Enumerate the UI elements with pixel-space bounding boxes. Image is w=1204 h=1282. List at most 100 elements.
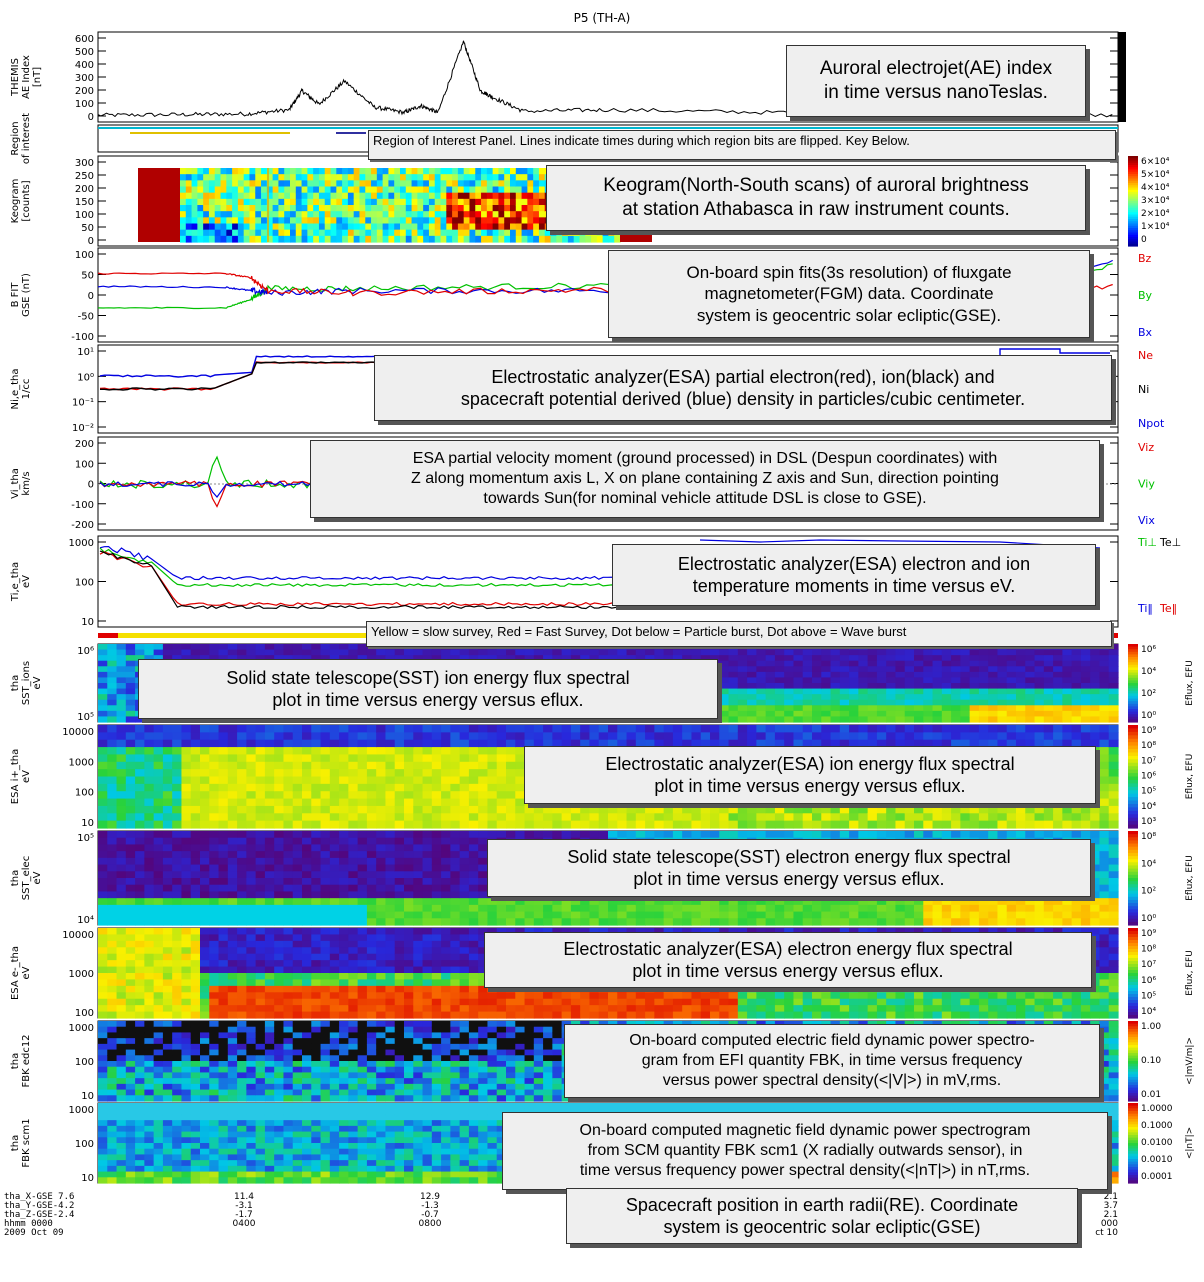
spectrogram-cell-sst_elec (487, 918, 497, 925)
spectrogram-cell-sst_ion (784, 661, 794, 667)
keogram-cell (522, 168, 528, 175)
spectrogram-cell-sst_ion (868, 683, 878, 689)
plot-title: P5 (TH-A) (574, 11, 631, 25)
spectrogram-cell-sst_ion (664, 650, 674, 656)
keogram-cell (539, 199, 545, 206)
spectrogram-cell-esa_ion (506, 740, 516, 748)
spectrogram-cell-sst_ion (803, 655, 813, 661)
keogram-cell (354, 205, 360, 212)
keogram-cell (493, 199, 499, 206)
keogram-cell (435, 211, 441, 218)
spectrogram-cell-esa_ion (589, 806, 599, 814)
spectrogram-cell-esa_ion (321, 754, 331, 762)
spectrogram-cell-esa_ion (497, 762, 507, 770)
spectrogram-cell-esa_ion (534, 725, 544, 733)
keogram-cell (209, 211, 215, 218)
spectrogram-cell-sst_ion (719, 672, 729, 678)
keogram-cell (215, 180, 221, 187)
keogram-cell (313, 180, 319, 187)
keogram-cell (232, 217, 238, 224)
spectrogram-cell-esa_ion (701, 821, 711, 829)
spectrogram-cell-sst_ion (997, 716, 1007, 722)
keogram-cell (412, 199, 418, 206)
spectrogram-cell-esa_ion (135, 806, 145, 814)
spectrogram-cell-sst_elec (172, 891, 182, 898)
spectrogram-cell-esa_ion (1044, 732, 1054, 740)
spectrogram-cell-sst_ion (246, 650, 256, 656)
spectrogram-cell-esa_ion (237, 791, 247, 799)
spectrogram-cell-sst_ion (1072, 700, 1082, 706)
spectrogram-cell-sst_elec (172, 885, 182, 892)
spectrogram-cell-sst_ion (756, 666, 766, 672)
keogram-cell (273, 180, 279, 187)
spectrogram-cell-esa_ion (886, 725, 896, 733)
spectrogram-cell-esa_ion (321, 732, 331, 740)
spectrogram-cell-sst_ion (979, 661, 989, 667)
spectrogram-cell-sst_elec (293, 898, 303, 905)
spectrogram-cell-esa_ion (117, 747, 127, 755)
spectrogram-cell-esa_ion (1072, 813, 1082, 821)
spectrogram-cell-sst_elec (283, 898, 293, 905)
spectrogram-cell-esa_ion (358, 725, 368, 733)
spectrogram-cell-esa_ion (960, 725, 970, 733)
spectrogram-cell-esa_ion (339, 806, 349, 814)
spectrogram-cell-esa_ion (1044, 821, 1054, 829)
spectrogram-cell-esa_ion (404, 725, 414, 733)
keogram-cell (319, 217, 325, 224)
spectrogram-cell-sst_ion (1025, 672, 1035, 678)
colorbar-cell-esa_ion (1128, 759, 1138, 763)
keogram-cell (522, 236, 528, 243)
spectrogram-cell-sst_ion (738, 705, 748, 711)
keogram-cell (238, 230, 244, 237)
spectrogram-cell-esa_ion (126, 806, 136, 814)
spectrogram-cell-sst_ion (970, 672, 980, 678)
spectrogram-cell-sst_ion (348, 650, 358, 656)
spectrogram-cell-esa_ion (997, 732, 1007, 740)
spectrogram-cell-sst_ion (775, 716, 785, 722)
spectrogram-cell-sst_elec (460, 851, 470, 858)
spectrogram-cell-esa_ion (886, 813, 896, 821)
spectrogram-cell-sst_elec (228, 912, 238, 919)
spectrogram-cell-esa_ion (849, 821, 859, 829)
spectrogram-cell-esa_ion (868, 732, 878, 740)
spectrogram-cell-sst_ion (1090, 666, 1100, 672)
spectrogram-cell-sst_elec (191, 912, 201, 919)
keogram-cell (441, 236, 447, 243)
spectrogram-cell-esa_ion (144, 799, 154, 807)
keogram-cell (209, 236, 215, 243)
spectrogram-cell-sst_elec (404, 885, 414, 892)
mode-slow-survey (118, 633, 368, 638)
spectrogram-cell-esa_ion (246, 732, 256, 740)
spectrogram-cell-sst_ion (1081, 655, 1091, 661)
spectrogram-cell-esa_ion (265, 813, 275, 821)
spectrogram-cell-sst_elec (330, 865, 340, 872)
keogram-cell (203, 211, 209, 218)
keogram-cell (249, 205, 255, 212)
keogram-cell (342, 236, 348, 243)
keogram-cell (412, 180, 418, 187)
spectrogram-cell-esa_ion (246, 791, 256, 799)
spectrogram-cell-sst_ion (265, 650, 275, 656)
spectrogram-cell-sst_elec (404, 844, 414, 851)
spectrogram-cell-sst_ion (1099, 661, 1109, 667)
spectrogram-cell-esa_ion (191, 754, 201, 762)
keogram-cell (221, 174, 227, 181)
spectrogram-cell-sst_ion (960, 683, 970, 689)
spectrogram-cell-sst_ion (988, 700, 998, 706)
spectrogram-cell-sst_ion (395, 650, 405, 656)
keogram-cell (197, 187, 203, 194)
spectrogram-cell-esa_ion (404, 762, 414, 770)
spectrogram-cell-esa_ion (321, 784, 331, 792)
spectrogram-cell-sst_elec (543, 831, 553, 838)
spectrogram-cell-esa_ion (321, 725, 331, 733)
spectrogram-cell-esa_ion (1109, 732, 1119, 740)
spectrogram-cell-sst_ion (766, 694, 776, 700)
spectrogram-cell-sst_elec (154, 898, 164, 905)
keogram-cell (244, 224, 250, 231)
spectrogram-cell-esa_ion (784, 813, 794, 821)
keogram-cell (325, 205, 331, 212)
spectrogram-cell-sst_ion (107, 716, 117, 722)
spectrogram-cell-sst_elec (321, 918, 331, 925)
spectrogram-cell-sst_elec (219, 865, 229, 872)
spectrogram-cell-esa_ion (664, 821, 674, 829)
